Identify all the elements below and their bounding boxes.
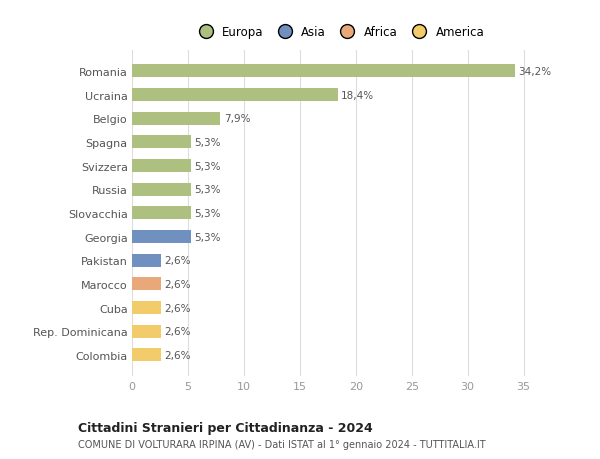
Text: 2,6%: 2,6% bbox=[164, 350, 191, 360]
Text: 5,3%: 5,3% bbox=[194, 138, 221, 148]
Bar bbox=[132, 89, 338, 102]
Bar bbox=[132, 230, 191, 244]
Bar bbox=[132, 65, 515, 78]
Bar bbox=[132, 207, 191, 220]
Text: COMUNE DI VOLTURARA IRPINA (AV) - Dati ISTAT al 1° gennaio 2024 - TUTTITALIA.IT: COMUNE DI VOLTURARA IRPINA (AV) - Dati I… bbox=[78, 439, 485, 449]
Text: 2,6%: 2,6% bbox=[164, 256, 191, 266]
Text: Cittadini Stranieri per Cittadinanza - 2024: Cittadini Stranieri per Cittadinanza - 2… bbox=[78, 421, 373, 434]
Bar bbox=[132, 136, 191, 149]
Legend: Europa, Asia, Africa, America: Europa, Asia, Africa, America bbox=[191, 24, 487, 41]
Text: 7,9%: 7,9% bbox=[224, 114, 250, 124]
Text: 5,3%: 5,3% bbox=[194, 208, 221, 218]
Text: 5,3%: 5,3% bbox=[194, 232, 221, 242]
Bar bbox=[132, 160, 191, 173]
Text: 34,2%: 34,2% bbox=[518, 67, 551, 77]
Text: 5,3%: 5,3% bbox=[194, 185, 221, 195]
Text: 2,6%: 2,6% bbox=[164, 279, 191, 289]
Text: 2,6%: 2,6% bbox=[164, 303, 191, 313]
Text: 5,3%: 5,3% bbox=[194, 161, 221, 171]
Bar bbox=[132, 302, 161, 314]
Bar bbox=[132, 254, 161, 267]
Bar bbox=[132, 112, 220, 125]
Bar bbox=[132, 325, 161, 338]
Bar bbox=[132, 183, 191, 196]
Text: 18,4%: 18,4% bbox=[341, 90, 374, 101]
Text: 2,6%: 2,6% bbox=[164, 326, 191, 336]
Bar bbox=[132, 278, 161, 291]
Bar bbox=[132, 348, 161, 362]
